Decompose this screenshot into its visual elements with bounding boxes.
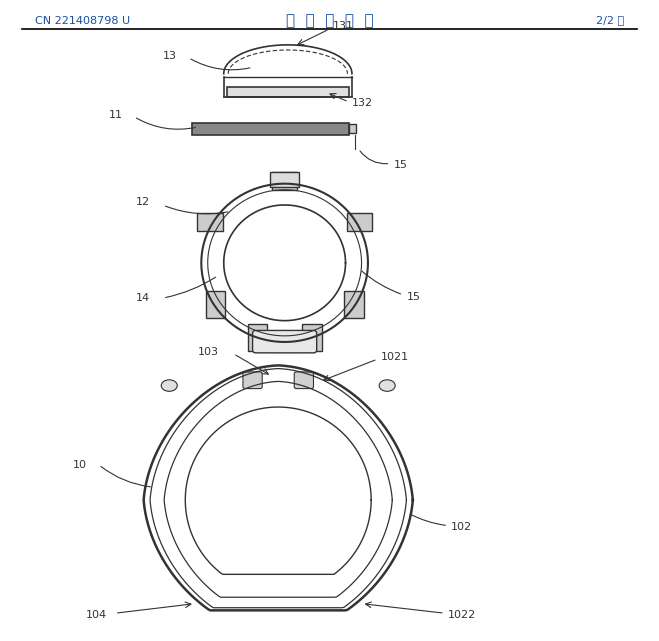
Text: 102: 102 [451,522,473,532]
Text: 说  明  书  附  图: 说 明 书 附 图 [286,13,373,28]
FancyBboxPatch shape [197,213,223,231]
FancyBboxPatch shape [227,87,349,97]
FancyBboxPatch shape [206,290,225,317]
Text: 1022: 1022 [448,610,476,620]
Text: 104: 104 [86,610,107,620]
Text: 132: 132 [352,98,373,108]
Text: 11: 11 [108,110,123,121]
Text: 15: 15 [393,160,408,171]
Text: 14: 14 [136,293,150,303]
Text: 2/2 页: 2/2 页 [596,15,624,26]
Text: 13: 13 [163,51,177,61]
FancyBboxPatch shape [248,324,267,351]
FancyBboxPatch shape [252,331,317,353]
Text: 131: 131 [333,21,354,31]
FancyBboxPatch shape [243,372,262,388]
Ellipse shape [161,379,177,391]
FancyBboxPatch shape [295,372,314,388]
FancyBboxPatch shape [302,324,322,351]
FancyBboxPatch shape [270,172,299,188]
Ellipse shape [379,379,395,391]
Text: 12: 12 [136,197,150,207]
Text: 15: 15 [407,292,420,302]
FancyBboxPatch shape [349,124,357,133]
Text: CN 221408798 U: CN 221408798 U [35,15,130,26]
FancyBboxPatch shape [347,213,372,231]
Text: 103: 103 [198,347,219,357]
FancyBboxPatch shape [272,172,297,190]
Text: 10: 10 [73,460,87,470]
FancyBboxPatch shape [345,290,364,317]
Text: 1021: 1021 [381,352,409,362]
FancyBboxPatch shape [192,123,349,135]
